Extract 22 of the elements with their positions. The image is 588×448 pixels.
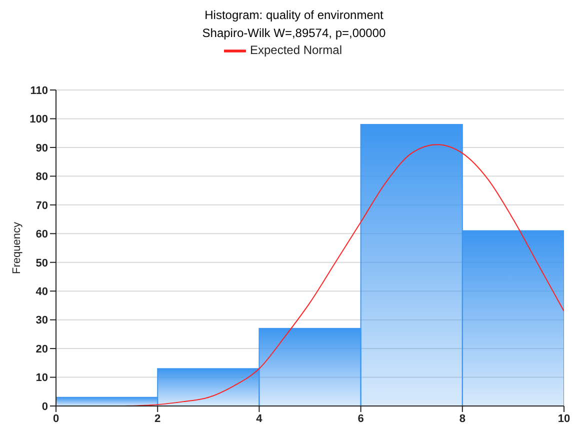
y-tick-label: 90 xyxy=(36,142,48,154)
y-tick-label: 60 xyxy=(36,228,48,241)
y-axis-title: Frequency xyxy=(10,222,23,274)
y-tick-label: 40 xyxy=(36,286,48,298)
x-tick-label: 10 xyxy=(558,412,570,425)
y-tick-label: 70 xyxy=(36,200,48,212)
y-tick-label: 80 xyxy=(36,171,48,184)
y-tick-label: 50 xyxy=(36,257,48,270)
y-tick-label: 100 xyxy=(30,114,48,126)
x-tick-label: 0 xyxy=(52,412,60,425)
y-tick-label: 10 xyxy=(36,372,48,384)
y-tick-label: 20 xyxy=(36,343,48,356)
x-tick-label: 2 xyxy=(154,412,161,425)
chart-title: Histogram: quality of environment xyxy=(204,8,384,22)
y-tick-label: 110 xyxy=(30,84,48,97)
x-tick-label: 4 xyxy=(256,412,264,425)
chart-subtitle: Shapiro-Wilk W=,89574, p=,00000 xyxy=(201,26,387,40)
x-tick-label: 8 xyxy=(459,412,466,425)
y-tick-label: 30 xyxy=(36,314,48,327)
x-tick-label: 6 xyxy=(358,412,364,425)
legend-label: Expected Normal xyxy=(250,43,342,58)
y-tick-label: 0 xyxy=(42,400,48,413)
